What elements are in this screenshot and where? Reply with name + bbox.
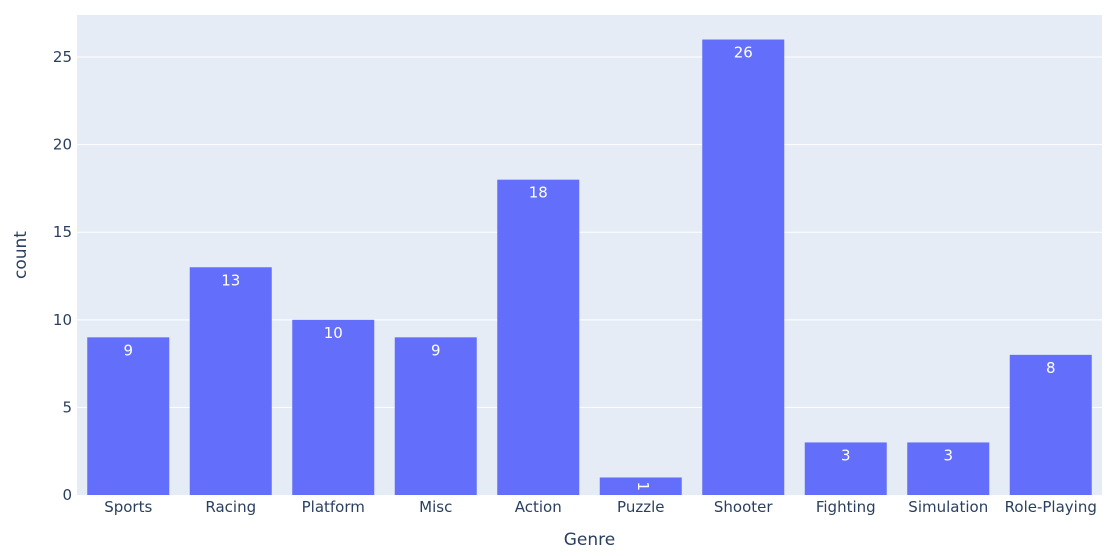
bar: [702, 39, 785, 496]
y-axis-ticks: 0 5 10 15 20 25: [53, 48, 72, 504]
bar: [292, 319, 375, 495]
y-tick-label: 0: [62, 486, 72, 504]
bar-value-label: 10: [324, 324, 343, 342]
x-tick-label: Action: [515, 498, 562, 516]
x-axis-title: Genre: [564, 530, 615, 550]
x-tick-label: Platform: [302, 498, 365, 516]
x-tick-label: Fighting: [816, 498, 876, 516]
bar-value-label: 13: [221, 271, 240, 289]
y-axis-title: count: [11, 231, 31, 279]
bars: [87, 39, 1092, 496]
bar: [189, 267, 272, 495]
x-tick-label: Sports: [104, 498, 152, 516]
bar-value-label: 9: [123, 341, 133, 359]
bar-value-label: 3: [943, 446, 953, 464]
bar: [599, 477, 682, 495]
bar-value-label: 8: [1046, 359, 1056, 377]
x-tick-label: Shooter: [714, 498, 773, 516]
bar: [394, 337, 477, 495]
x-tick-label: Role-Playing: [1005, 498, 1097, 516]
x-tick-label: Puzzle: [617, 498, 664, 516]
bar: [1009, 354, 1092, 495]
bar-labels: 9 13 10 9 18 1 26 3 3 8: [123, 44, 1055, 491]
x-axis-ticks: Sports Racing Platform Misc Action Puzzle Shoo…: [104, 498, 1097, 516]
y-tick-label: 15: [53, 223, 72, 241]
bar-value-label: 1: [634, 481, 652, 491]
bar: [804, 442, 887, 495]
y-tick-label: 20: [53, 136, 72, 154]
bar-value-label: 18: [529, 184, 548, 202]
bar-value-label: 3: [841, 446, 851, 464]
bar-value-label: 9: [431, 341, 441, 359]
x-tick-label: Simulation: [908, 498, 988, 516]
y-tick-label: 25: [53, 48, 72, 66]
bar: [87, 337, 170, 495]
bar: [497, 179, 580, 495]
x-tick-label: Misc: [419, 498, 452, 516]
x-tick-label: Racing: [205, 498, 256, 516]
y-tick-label: 10: [53, 311, 72, 329]
bar: [907, 442, 990, 495]
bar-value-label: 26: [734, 44, 753, 62]
y-tick-label: 5: [62, 398, 72, 416]
